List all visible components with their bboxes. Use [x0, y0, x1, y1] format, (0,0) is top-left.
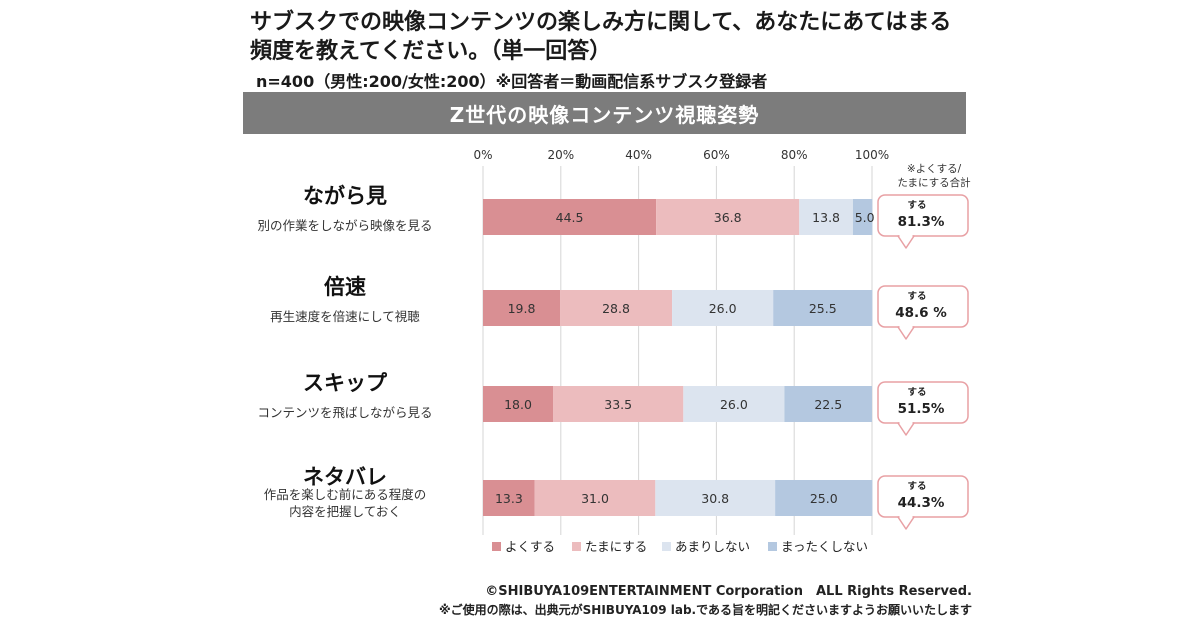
- category-description: コンテンツを飛ばしながら見る: [257, 405, 432, 420]
- total-callout-box: [877, 285, 969, 328]
- totals-note: たまにする合計: [897, 176, 971, 189]
- legend-label: たまにする: [585, 539, 647, 554]
- total-callout-pointer: [897, 516, 915, 530]
- totals-note: ※よくする/: [907, 163, 962, 175]
- category-label: ネタバレ: [303, 465, 387, 489]
- legend-label: あまりしない: [675, 539, 750, 554]
- data-label: 19.8: [508, 301, 536, 316]
- x-tick-label: 40%: [625, 148, 652, 162]
- bar-segment: [784, 386, 872, 422]
- category-description: 別の作業をしながら映像を見る: [257, 218, 432, 233]
- bar-segment: [553, 386, 684, 422]
- category-label: 倍速: [324, 275, 366, 299]
- data-label: 13.3: [495, 491, 523, 506]
- bar-segment: [534, 480, 656, 516]
- data-label: 5.0: [855, 210, 875, 225]
- total-value: 44.3%: [898, 495, 945, 511]
- chart-banner: Z世代の映像コンテンツ視聴姿勢: [243, 92, 966, 134]
- x-tick-label: 80%: [781, 148, 808, 162]
- data-label: 26.0: [709, 301, 737, 316]
- usage-note: ※ご使用の際は、出典元がSHIBUYA109 lab.である旨を明記くださいます…: [438, 603, 972, 617]
- category-label: スキップ: [303, 371, 388, 395]
- chart-title: サブスクでの映像コンテンツの楽しみ方に関して、あなたにあてはまる頻度を教えてくだ…: [250, 10, 952, 64]
- x-tick-label: 100%: [855, 148, 889, 162]
- bar-segment: [483, 290, 561, 326]
- category-description: 内容を把握しておく: [289, 504, 401, 519]
- bar-segment: [655, 480, 776, 516]
- copyright-text: ©SHIBUYA109ENTERTAINMENT Corporation ALL…: [485, 584, 972, 599]
- total-value: 51.5%: [898, 401, 945, 417]
- data-label: 28.8: [602, 301, 630, 316]
- category-description: 再生速度を倍速にして視聴: [270, 309, 420, 324]
- x-tick-label: 20%: [547, 148, 574, 162]
- bar-segment: [773, 290, 873, 326]
- chart-subtitle: n=400（男性:200/女性:200）※回答者＝動画配信系サブスク登録者: [256, 72, 768, 91]
- x-tick-label: 0%: [473, 148, 492, 162]
- data-label: 26.0: [720, 397, 748, 412]
- data-label: 18.0: [504, 397, 532, 412]
- data-label: 44.5: [556, 210, 584, 225]
- legend-swatch: [492, 542, 501, 551]
- total-callout-box: [877, 194, 969, 237]
- bar-segment: [852, 199, 873, 235]
- total-callout-pointer: [897, 326, 915, 340]
- x-tick-label: 60%: [703, 148, 730, 162]
- bar-segment: [560, 290, 673, 326]
- legend-label: よくする: [505, 539, 555, 554]
- data-label: 25.0: [810, 491, 838, 506]
- total-callout-pointer: [897, 235, 915, 249]
- legend-swatch: [572, 542, 581, 551]
- total-callout-label: する: [907, 481, 926, 492]
- legend-label: まったくしない: [781, 539, 868, 554]
- total-callout-box: [877, 381, 969, 424]
- data-label: 22.5: [814, 397, 842, 412]
- category-label: ながら見: [303, 184, 387, 208]
- bar-segment: [775, 480, 873, 516]
- legend-swatch: [768, 542, 777, 551]
- bar-segment: [683, 386, 785, 422]
- total-callout-box: [877, 475, 969, 518]
- legend-swatch: [662, 542, 671, 551]
- data-label: 30.8: [701, 491, 729, 506]
- total-callout-label: する: [907, 200, 926, 211]
- data-label: 33.5: [604, 397, 632, 412]
- data-label: 36.8: [714, 210, 742, 225]
- data-label: 31.0: [581, 491, 609, 506]
- data-label: 13.8: [812, 210, 840, 225]
- bar-segment: [656, 199, 800, 235]
- bar-segment: [799, 199, 853, 235]
- bar-segment: [483, 386, 554, 422]
- bar-segment: [483, 480, 535, 516]
- bar-segment: [483, 199, 657, 235]
- total-callout-label: する: [907, 387, 926, 398]
- category-description: 作品を楽しむ前にある程度の: [264, 487, 427, 502]
- total-value: 81.3%: [898, 214, 945, 230]
- data-label: 25.5: [809, 301, 837, 316]
- total-value: 48.6 %: [895, 305, 947, 321]
- total-callout-pointer: [897, 422, 915, 436]
- bar-segment: [672, 290, 774, 326]
- total-callout-label: する: [907, 291, 926, 302]
